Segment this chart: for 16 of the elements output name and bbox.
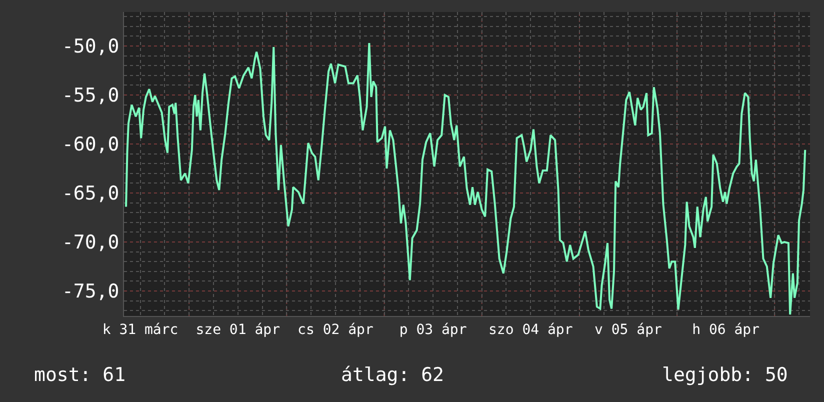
x-tick-label: v 05 ápr xyxy=(594,322,662,338)
x-tick-label: cs 02 ápr xyxy=(298,322,374,338)
y-tick-label: -65,0 xyxy=(62,182,120,205)
y-tick-label: -75,0 xyxy=(62,280,120,303)
y-tick-label: -70,0 xyxy=(62,232,120,254)
x-tick-label: szo 04 ápr xyxy=(488,322,573,338)
y-tick-label: -60,0 xyxy=(62,134,120,156)
x-tick-label: k 31 márc xyxy=(102,322,178,338)
x-tick-label: sze 01 ápr xyxy=(196,322,280,338)
text: most: 61 xyxy=(34,364,126,386)
text: legjobb: 50 xyxy=(662,364,788,386)
x-tick-label: h 06 ápr xyxy=(692,322,760,338)
y-tick-label: -55,0 xyxy=(62,84,120,107)
y-tick-label: -50,0 xyxy=(62,36,120,58)
text: átlag: 62 xyxy=(341,364,444,386)
x-tick-label: p 03 ápr xyxy=(399,322,467,338)
